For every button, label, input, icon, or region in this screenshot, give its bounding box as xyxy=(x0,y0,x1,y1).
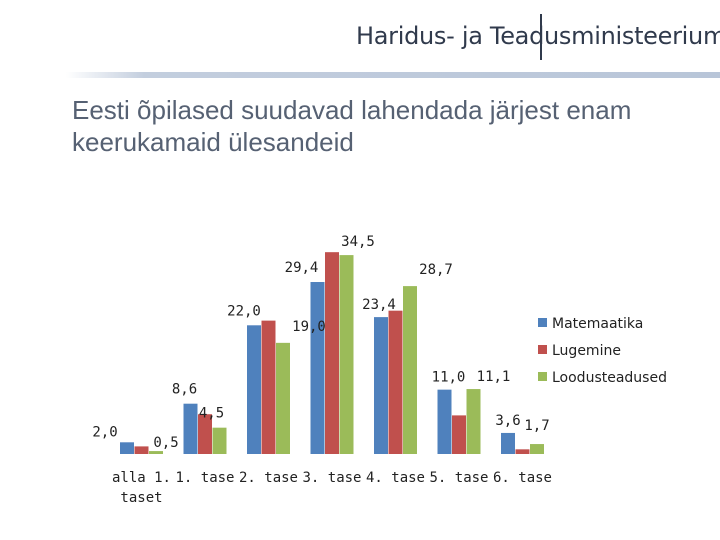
bar-matemaatika-4 xyxy=(374,317,388,454)
bar-lugemine-2 xyxy=(261,320,276,454)
x-tick-label: 2. tase xyxy=(239,470,298,486)
x-tick-label: 6. tase xyxy=(493,470,552,486)
slide-title: Eesti õpilased suudavad lahendada järjes… xyxy=(72,95,632,157)
header-band xyxy=(66,72,720,78)
legend-swatch-matemaatika xyxy=(538,318,547,327)
bar-lugemine-5 xyxy=(452,415,466,454)
data-label: 23,4 xyxy=(362,297,396,313)
x-tick-label: 5. tase xyxy=(429,470,488,486)
bar-lugemine-3 xyxy=(325,252,339,454)
bar-matemaatika-0 xyxy=(120,442,134,454)
data-label: 8,6 xyxy=(172,382,197,398)
bar-matemaatika-1 xyxy=(183,403,198,454)
data-label: 34,5 xyxy=(341,234,375,250)
data-label: 29,4 xyxy=(285,260,319,276)
data-label: 2,0 xyxy=(92,424,117,440)
bar-matemaatika-3 xyxy=(310,282,325,454)
data-label: 28,7 xyxy=(419,262,453,278)
x-tick-label: taset xyxy=(120,490,162,506)
bar-loodusteadused-1 xyxy=(212,427,227,454)
data-label: 3,6 xyxy=(495,413,520,429)
x-tick-label: 4. tase xyxy=(366,470,425,486)
data-label: 1,7 xyxy=(524,418,549,434)
bar-lugemine-6 xyxy=(515,449,530,454)
logo-part1: Haridus- ja Teadus xyxy=(356,22,572,50)
bar-lugemine-4 xyxy=(388,310,403,454)
x-tick-label: 1. tase xyxy=(175,470,234,486)
x-tick-label: alla 1. xyxy=(112,470,171,486)
logo-divider xyxy=(540,14,542,60)
logo-part2: ministeerium xyxy=(571,22,720,50)
bar-matemaatika-5 xyxy=(437,389,452,454)
legend-label-matemaatika: Matemaatika xyxy=(552,316,643,332)
legend-swatch-loodusteadused xyxy=(538,372,547,381)
x-tick-label: 3. tase xyxy=(302,470,361,486)
bar-loodusteadused-6 xyxy=(530,444,544,454)
header-logo: Haridus- ja Teadusministeerium xyxy=(0,0,720,80)
data-label: 19,0 xyxy=(292,319,326,335)
bar-loodusteadused-0 xyxy=(149,451,163,454)
data-label: 11,0 xyxy=(432,370,466,386)
legend-swatch-lugemine xyxy=(538,345,547,354)
bar-lugemine-0 xyxy=(134,446,149,454)
bar-lugemine-1 xyxy=(198,414,212,454)
bar-loodusteadused-2 xyxy=(276,342,290,454)
data-label: 0,5 xyxy=(153,435,178,451)
bar-loodusteadused-4 xyxy=(403,286,417,454)
data-label: 4,5 xyxy=(199,406,224,422)
bar-matemaatika-2 xyxy=(247,325,261,454)
ministry-logo: Haridus- ja Teadusministeerium xyxy=(356,22,720,50)
bar-loodusteadused-5 xyxy=(466,389,481,454)
bar-loodusteadused-3 xyxy=(339,255,354,454)
data-label: 11,1 xyxy=(477,369,511,385)
data-label: 22,0 xyxy=(227,303,261,319)
legend-label-loodusteadused: Loodusteadused xyxy=(552,370,667,386)
bar-matemaatika-6 xyxy=(501,432,515,454)
legend-label-lugemine: Lugemine xyxy=(552,343,621,359)
